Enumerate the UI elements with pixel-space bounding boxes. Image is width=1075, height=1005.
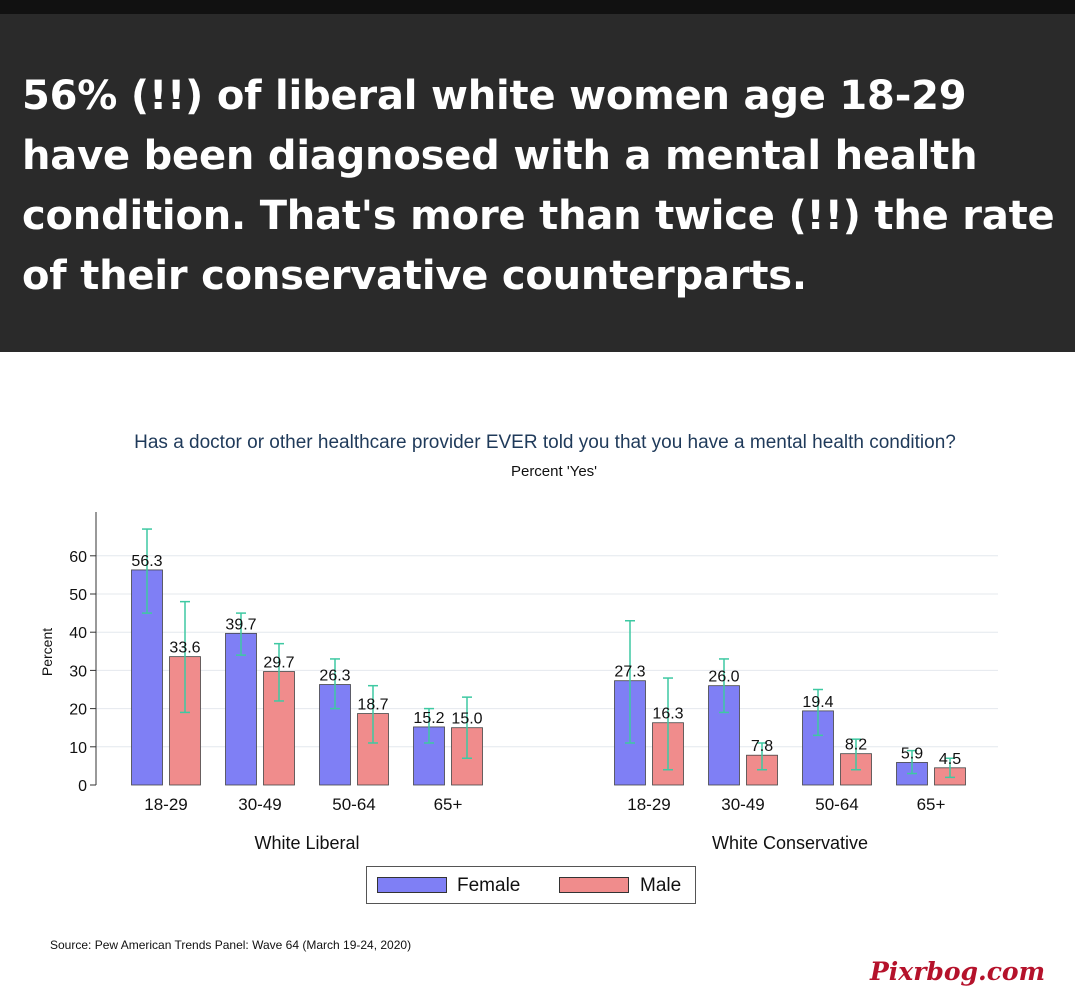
headline-text: 56% (!!) of liberal white women age 18-2… [22, 73, 1055, 299]
x-tick-label: 18-29 [627, 795, 670, 814]
data-label: 16.3 [652, 706, 683, 723]
y-tick-label: 30 [69, 663, 87, 680]
group-label: White Liberal [254, 833, 359, 853]
legend-label-female: Female [457, 875, 521, 896]
x-tick-label: 18-29 [144, 795, 187, 814]
watermark-logo: Pixrbog.com [870, 957, 1046, 986]
data-label: 8.2 [845, 737, 867, 754]
bar-male [169, 656, 201, 786]
data-label: 33.6 [169, 640, 200, 657]
data-label: 39.7 [225, 616, 256, 633]
chart-panel: Has a doctor or other healthcare provide… [0, 352, 1075, 1005]
chart-title: Has a doctor or other healthcare provide… [134, 432, 956, 453]
x-tick-label: 30-49 [238, 795, 281, 814]
y-tick-label: 20 [69, 702, 87, 719]
top-bar [0, 0, 1075, 14]
x-tick-label: 65+ [434, 795, 463, 814]
y-tick-label: 10 [69, 740, 87, 757]
bar-female [225, 632, 257, 786]
legend-label-male: Male [640, 875, 682, 896]
data-label: 26.0 [708, 669, 739, 686]
data-label: 5.9 [901, 745, 923, 762]
y-tick-label: 60 [69, 549, 87, 566]
chart-subtitle: Percent 'Yes' [510, 463, 598, 480]
bar-chart: 0 10 20 30 40 50 60 Percent 56.3 33.6 18-29 39.7 29.… [39, 512, 998, 853]
group-label: White Conservative [712, 833, 868, 853]
legend-swatch-male [559, 877, 629, 893]
data-label: 56.3 [131, 553, 162, 570]
data-label: 15.2 [413, 710, 444, 727]
headline-panel: 56% (!!) of liberal white women age 18-2… [0, 14, 1075, 352]
data-label: 19.4 [802, 694, 833, 711]
legend-swatch-female [377, 877, 447, 893]
x-tick-label: 50-64 [815, 795, 858, 814]
y-axis-label: Percent [39, 628, 55, 676]
data-label: 7.8 [751, 738, 773, 755]
x-tick-label: 30-49 [721, 795, 764, 814]
data-label: 26.3 [319, 668, 350, 685]
y-tick-label: 50 [69, 587, 87, 604]
chart-legend: Female Male [366, 866, 696, 904]
bar-female [131, 569, 163, 786]
data-label: 15.0 [451, 711, 482, 728]
x-tick-label: 65+ [917, 795, 946, 814]
data-label: 27.3 [614, 664, 645, 681]
data-label: 18.7 [357, 697, 388, 714]
data-label: 4.5 [939, 751, 961, 768]
data-label: 29.7 [263, 655, 294, 672]
y-tick-label: 40 [69, 625, 87, 642]
x-tick-label: 50-64 [332, 795, 375, 814]
source-note: Source: Pew American Trends Panel: Wave … [50, 938, 412, 952]
y-tick-label: 0 [78, 778, 87, 795]
